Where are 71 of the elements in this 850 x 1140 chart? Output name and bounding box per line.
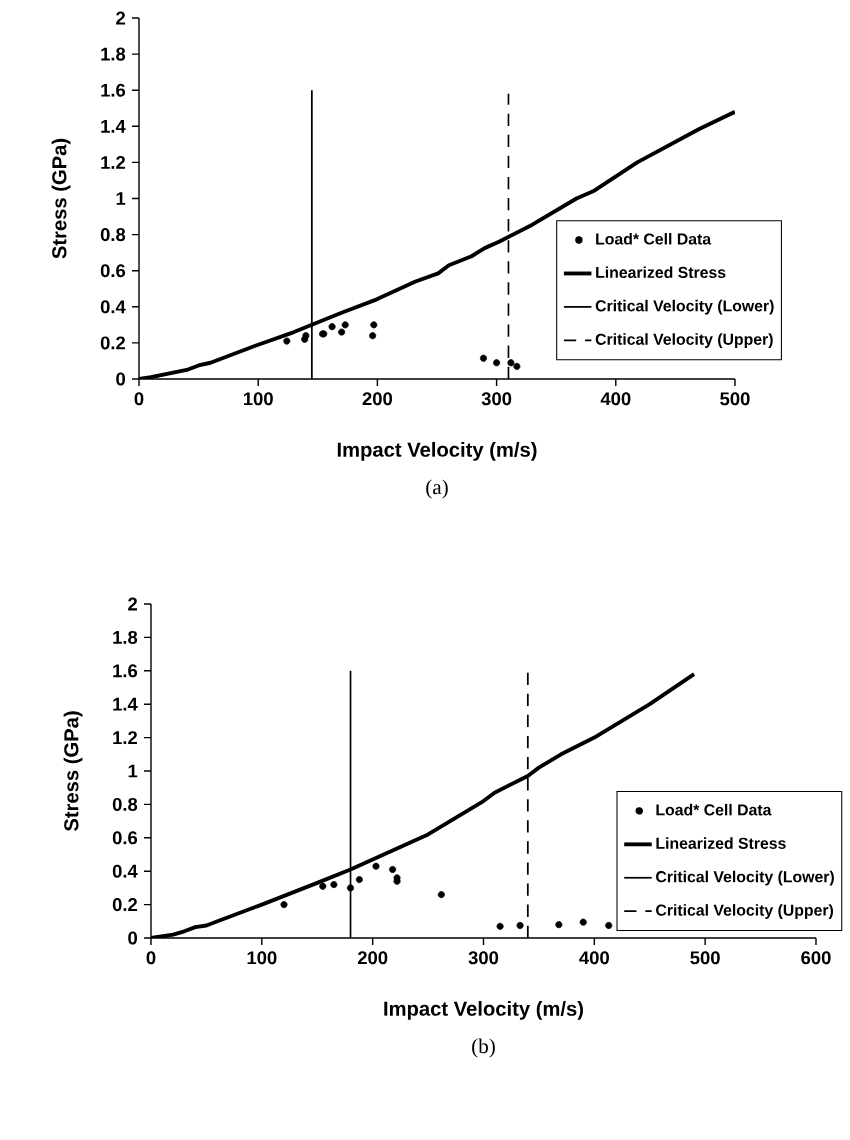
y-tick-label: 0.4 [100,300,126,314]
y-tick-label: 1.4 [113,697,138,711]
point [579,918,587,926]
y-tick-label: 1.4 [101,119,126,133]
y-tick-label: 0 [128,931,138,945]
point [389,866,397,874]
y-axis-title: Stress (GPa) [51,138,71,259]
point [516,921,524,929]
x-axis-title: Impact Velocity (m/s) [337,442,537,461]
legend-label: Linearized Stress [656,837,786,849]
y-tick-label: 0.6 [112,831,138,845]
x-tick-label: 100 [243,392,273,406]
x-tick-label: 500 [720,392,750,406]
y-tick-label: 0.8 [100,228,126,242]
x-tick-label: 600 [801,951,831,965]
point [437,891,445,899]
y-tick-label: 1 [128,764,138,778]
legend-label: Critical Velocity (Lower) [656,870,834,886]
point [319,882,327,890]
y-tick-label: 0.2 [112,898,138,912]
legend-label: Load* Cell Data [596,232,712,245]
point [605,921,613,929]
point [346,884,355,892]
point [338,328,346,336]
x-tick-label: 500 [690,951,720,965]
y-tick-label: 0.2 [100,336,126,350]
legend-label: Critical Velocity (Lower) [595,299,774,315]
point [280,901,288,909]
x-tick-label: 200 [357,951,388,965]
y-tick-label: 0.4 [112,864,138,878]
point [341,321,349,329]
text: (a) [426,479,448,499]
point [355,876,363,884]
text: (b) [472,1038,495,1058]
x-tick-label: 400 [579,951,609,965]
point [555,921,563,929]
y-tick-label: 0 [116,372,126,386]
point [496,922,504,930]
y-tick-label: 1.8 [101,47,126,61]
point [507,359,515,367]
point [330,881,338,889]
x-tick-label: 300 [481,392,512,406]
point [479,354,487,362]
point [283,337,291,345]
x-tick-label: 200 [362,392,393,406]
y-tick-label: 1.6 [113,664,138,678]
legend-label: Linearized Stress [596,266,726,279]
y-axis-title: Stress (GPa) [63,711,83,832]
legend-label: Critical Velocity (Upper) [595,333,773,348]
y-tick-label: 1.2 [101,155,126,169]
y-tick-label: 1.6 [101,83,126,97]
legend-label: Critical Velocity (Upper) [656,904,834,919]
legend-label: Load* Cell Data [656,803,772,816]
y-tick-label: 1.8 [113,630,138,644]
x-tick-label: 300 [468,951,499,965]
point [513,362,521,370]
point [328,323,336,331]
x-tick-label: 0 [146,951,156,965]
y-tick-label: 1.2 [113,731,138,745]
y-tick-label: 1 [116,192,126,205]
point [372,862,380,870]
point [369,332,377,340]
y-tick-label: 0.6 [100,264,126,278]
point [370,321,378,329]
x-tick-label: 400 [600,392,631,406]
y-tick-label: 2 [128,597,138,611]
point [493,359,501,367]
y-tick-label: 0.8 [112,797,138,811]
x-tick-label: 100 [247,951,277,965]
y-tick-label: 2 [116,11,126,25]
x-axis-title: Impact Velocity (m/s) [384,1001,583,1020]
